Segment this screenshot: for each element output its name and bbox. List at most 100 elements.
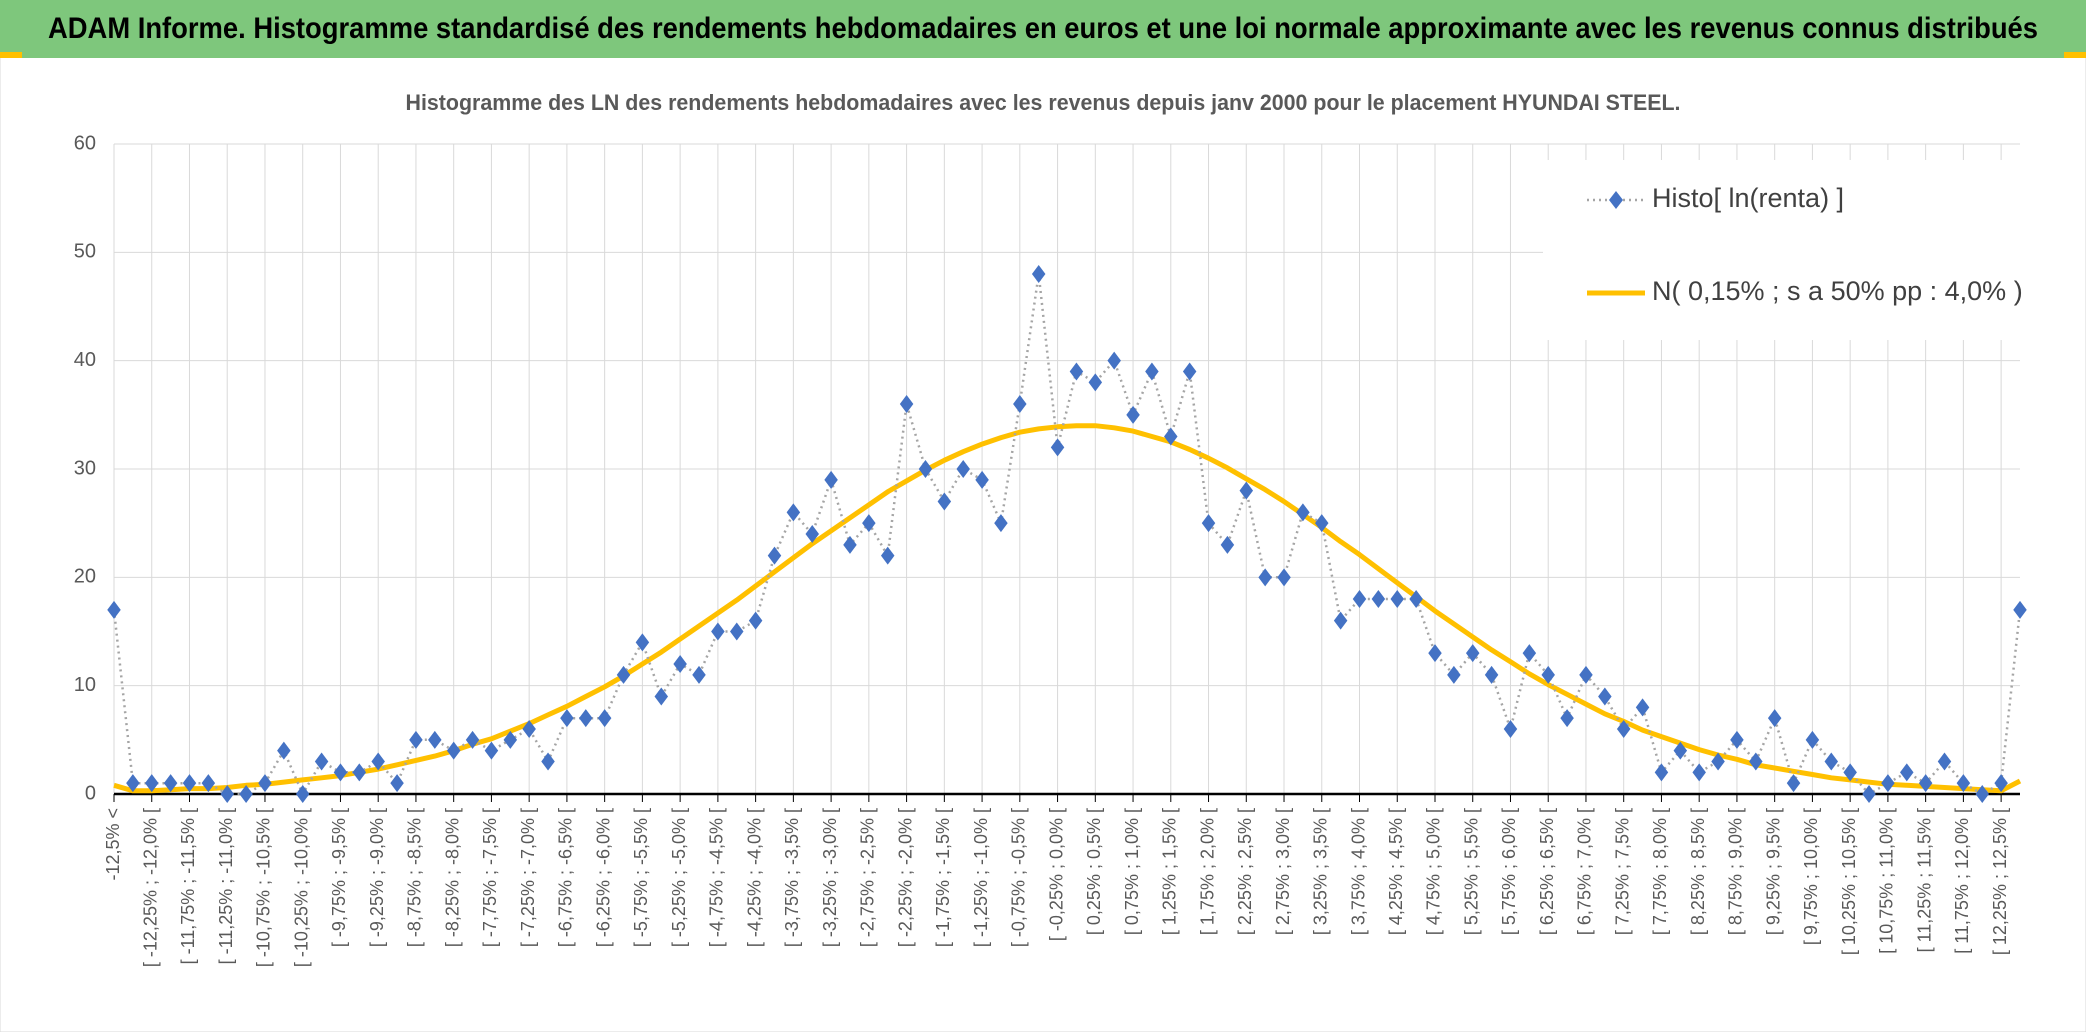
data-point	[560, 709, 574, 728]
x-tick-label: [ 3,75% ; 4,0% [	[1348, 808, 1368, 935]
data-point	[937, 492, 952, 511]
data-point	[1201, 514, 1216, 533]
data-point	[1390, 590, 1404, 608]
data-point	[333, 763, 348, 782]
data-point	[1692, 763, 1706, 782]
data-point	[1352, 590, 1367, 608]
data-point	[1786, 774, 1801, 793]
data-point	[1088, 373, 1103, 392]
data-point	[880, 546, 895, 565]
data-point	[1843, 763, 1857, 782]
x-tick-label: [ -11,75% ; -11,5% [	[178, 808, 198, 964]
data-point	[1069, 362, 1084, 381]
data-point	[1994, 774, 2008, 793]
y-tick-label: 60	[74, 132, 96, 154]
data-point	[428, 730, 442, 749]
x-tick-label: [ -6,25% ; -6,0% [	[593, 808, 613, 947]
data-point	[579, 709, 593, 728]
data-point	[597, 709, 612, 728]
data-point	[1862, 785, 1876, 803]
data-point	[1465, 644, 1480, 663]
data-point	[295, 785, 310, 803]
data-point	[975, 470, 989, 489]
data-point	[1749, 752, 1763, 771]
x-tick-label: [ -10,25% ; -10,0% [	[291, 808, 311, 967]
data-point	[824, 470, 838, 489]
data-point	[1315, 514, 1329, 533]
data-point	[918, 460, 933, 478]
x-tick-label: [ 12,25% ; 12,5% [	[1990, 808, 2010, 955]
x-tick-label: [ -7,25% ; -7,0% [	[518, 808, 538, 947]
x-tick-label: -12,5% <	[103, 808, 123, 881]
data-point	[748, 611, 763, 630]
data-point	[711, 622, 725, 641]
x-tick-label: [ 1,75% ; 2,0% [	[1197, 808, 1217, 935]
data-point	[956, 460, 970, 478]
data-point	[1975, 785, 1990, 803]
x-tick-label: [ -0,25% ; 0,0% [	[1046, 808, 1066, 941]
x-tick-label: [ 6,25% ; 6,5% [	[1537, 808, 1557, 935]
x-tick-label: [ -5,75% ; -5,5% [	[631, 808, 651, 947]
data-point	[1918, 774, 1933, 793]
data-point	[1503, 720, 1518, 738]
data-point	[522, 720, 536, 738]
x-tick-label: [ -0,75% ; -0,5% [	[1009, 808, 1029, 947]
x-tick-label: [ 10,75% ; 11,0% [	[1877, 808, 1897, 954]
x-tick-label: [ 7,75% ; 8,0% [	[1650, 808, 1670, 935]
data-point	[1541, 665, 1555, 684]
data-point	[465, 730, 480, 749]
data-point	[843, 535, 857, 554]
data-point	[1182, 362, 1197, 381]
x-tick-label: [ 6,75% ; 7,0% [	[1575, 808, 1595, 935]
x-tick-label: [ -8,75% ; -8,5% [	[405, 808, 425, 947]
x-tick-label: [ 2,75% ; 3,0% [	[1273, 808, 1293, 935]
x-tick-label: [ -2,75% ; -2,5% [	[858, 808, 878, 947]
y-tick-label: 50	[74, 241, 96, 263]
data-point	[541, 752, 555, 771]
x-tick-label: [ 9,75% ; 10,0% [	[1801, 808, 1821, 945]
legend-box	[1543, 160, 2021, 340]
legend-label: N( 0,15% ; s a 50% pp : 4,0% )	[1652, 276, 2023, 306]
corner-mark	[0, 52, 22, 58]
data-point	[1145, 362, 1159, 381]
data-point	[1239, 481, 1254, 500]
data-point	[1711, 752, 1725, 771]
data-point	[1164, 427, 1178, 446]
x-tick-label: [ 5,25% ; 5,5% [	[1461, 808, 1481, 935]
x-tick-label: [ 11,75% ; 12,0% [	[1952, 808, 1972, 954]
data-point	[994, 514, 1008, 533]
data-point	[1560, 709, 1574, 728]
x-tick-label: [ -6,75% ; -6,5% [	[556, 808, 576, 947]
data-point	[107, 600, 121, 619]
x-tick-label: [ 2,25% ; 2,5% [	[1235, 808, 1255, 935]
x-tick-label: [ -4,75% ; -4,5% [	[707, 808, 727, 947]
legend-label: Histo[ ln(renta) ]	[1652, 183, 1844, 213]
data-point	[805, 525, 819, 543]
x-tick-label: [ -3,75% ; -3,5% [	[782, 808, 802, 947]
x-tick-label: [ 0,75% ; 1,0% [	[1122, 808, 1142, 935]
data-point	[1447, 665, 1461, 684]
data-point	[1050, 438, 1065, 457]
x-tick-label: [ 10,25% ; 10,5% [	[1839, 808, 1859, 955]
data-point	[1107, 351, 1121, 370]
data-point	[144, 774, 159, 793]
y-tick-label: 10	[74, 674, 96, 696]
x-tick-label: [ -9,25% ; -9,0% [	[367, 808, 387, 947]
data-point	[503, 730, 518, 749]
data-point	[673, 655, 687, 673]
series-line	[113, 423, 2022, 794]
x-tick-label: [ -9,75% ; -9,5% [	[329, 808, 349, 947]
data-point	[1371, 590, 1386, 608]
x-tick-label: [ -12,25% ; -12,0% [	[140, 808, 160, 967]
chart-title: Histogramme des LN des rendements hebdom…	[406, 90, 1681, 115]
x-tick-label: [ -1,75% ; -1,5% [	[933, 808, 953, 947]
data-point	[1956, 774, 1971, 793]
data-point	[1220, 535, 1235, 554]
data-point	[314, 752, 329, 771]
data-point	[1937, 752, 1952, 771]
data-point	[446, 741, 461, 760]
x-tick-label: [ -4,25% ; -4,0% [	[744, 808, 764, 947]
x-tick-label: [ 9,25% ; 9,5% [	[1763, 808, 1783, 935]
y-tick-label: 40	[74, 349, 96, 371]
data-point	[1767, 709, 1782, 728]
